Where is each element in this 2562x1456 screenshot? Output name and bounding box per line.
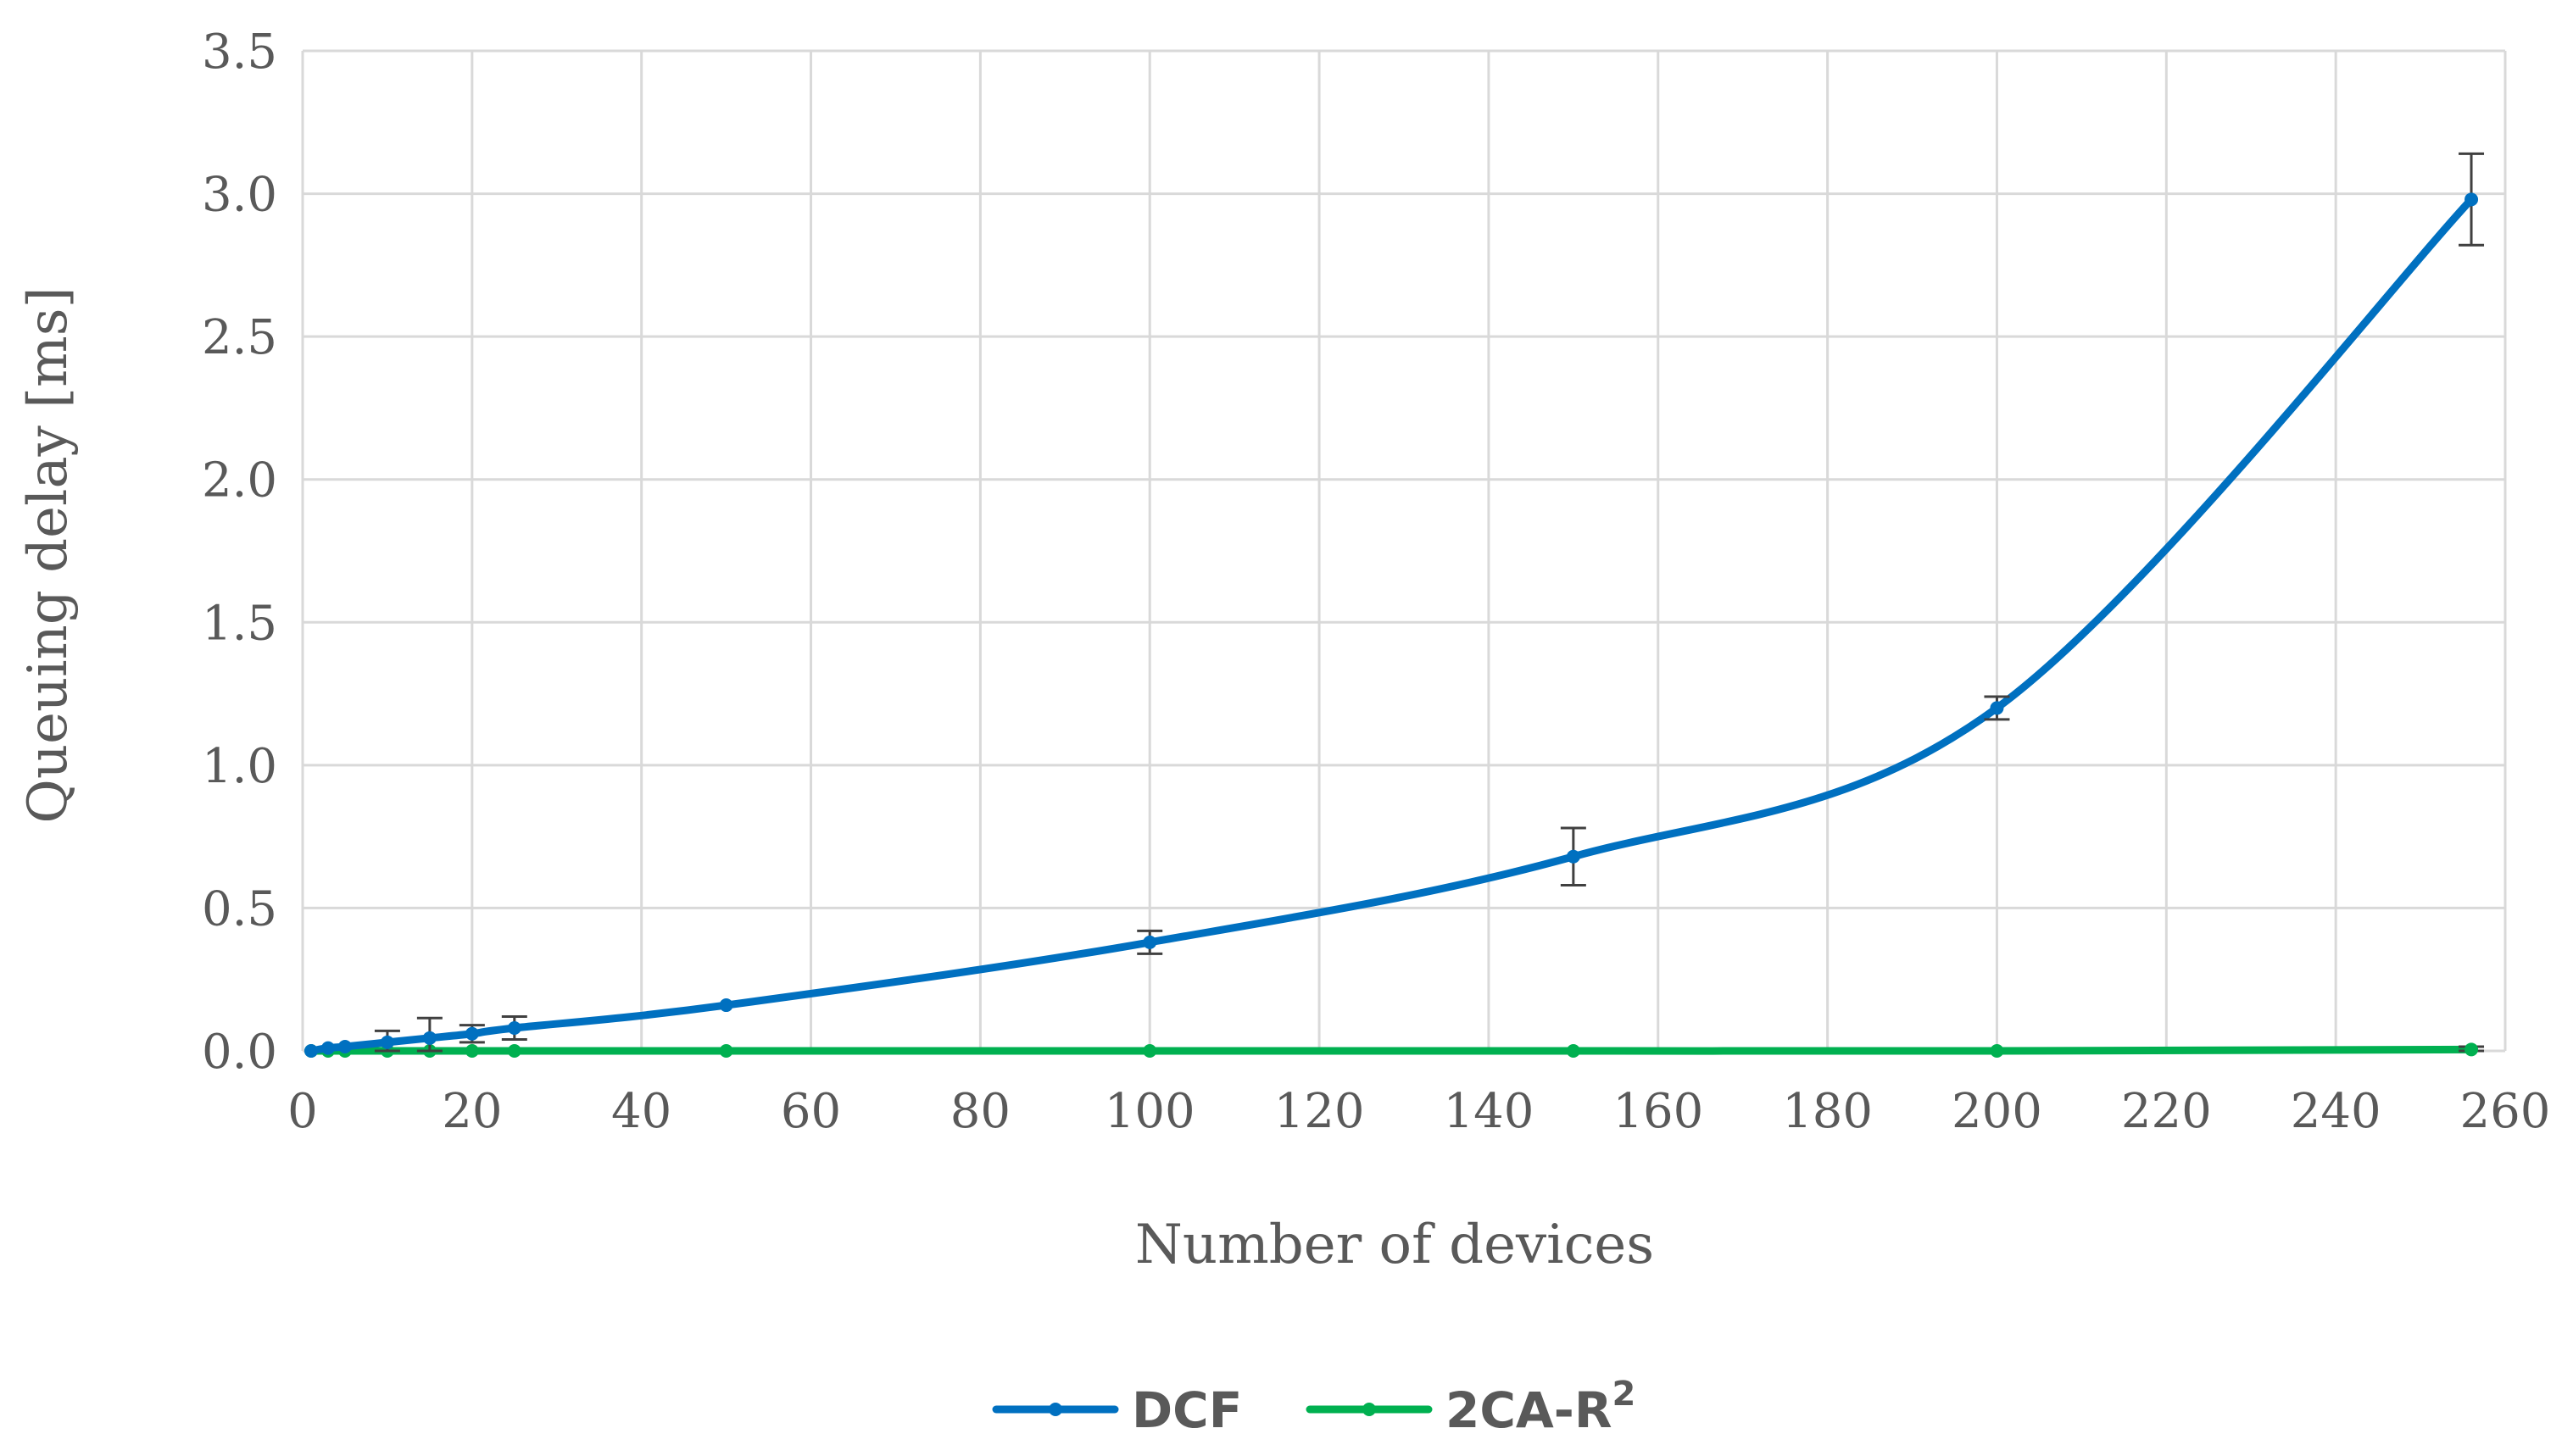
x-tick-label: 160 bbox=[1612, 1084, 1703, 1139]
grid-lines bbox=[301, 49, 2507, 1053]
x-tick-label: 100 bbox=[1105, 1084, 1195, 1139]
legend-label: 2CA-R2 bbox=[1445, 1375, 1635, 1439]
y-tick-label: 2.5 bbox=[202, 310, 277, 365]
x-tick-label: 240 bbox=[2291, 1084, 2381, 1139]
legend-label: DCF bbox=[1132, 1381, 1242, 1439]
y-tick-label: 0.5 bbox=[202, 881, 277, 936]
y-tick-label: 3.5 bbox=[202, 25, 277, 80]
plot-series bbox=[304, 152, 2485, 1058]
data-point bbox=[337, 1039, 352, 1053]
data-point bbox=[380, 1035, 394, 1049]
data-point bbox=[1566, 1044, 1580, 1058]
x-tick-label: 220 bbox=[2121, 1084, 2212, 1139]
data-point bbox=[719, 998, 733, 1013]
series-line bbox=[307, 1045, 2476, 1055]
data-point bbox=[422, 1031, 437, 1045]
x-tick-label: 60 bbox=[781, 1084, 841, 1139]
y-tick-label: 1.5 bbox=[202, 596, 277, 651]
x-tick-label: 80 bbox=[950, 1084, 1011, 1139]
y-tick-label: 3.0 bbox=[202, 168, 277, 223]
series-line bbox=[307, 195, 2476, 1055]
x-tick-label: 140 bbox=[1443, 1084, 1534, 1139]
x-tick-label: 40 bbox=[611, 1084, 671, 1139]
data-point bbox=[465, 1044, 479, 1058]
x-tick-label: 200 bbox=[1952, 1084, 2042, 1139]
data-point bbox=[1143, 935, 1157, 949]
x-tick-label: 0 bbox=[287, 1084, 318, 1139]
data-point bbox=[304, 1044, 318, 1058]
y-tick-label: 1.0 bbox=[202, 739, 277, 794]
y-tick-label: 0.0 bbox=[202, 1025, 277, 1080]
y-tick-label: 2.0 bbox=[202, 453, 277, 508]
data-point bbox=[465, 1026, 479, 1041]
x-axis-title: Number of devices bbox=[1135, 1214, 1654, 1276]
legend-marker bbox=[1049, 1403, 1062, 1416]
series-2ca-r2 bbox=[304, 1042, 2485, 1058]
data-point bbox=[507, 1044, 521, 1058]
data-point bbox=[507, 1021, 521, 1036]
data-point bbox=[1990, 701, 2004, 715]
x-axis-ticks: 0 20 40 60 80 100 120 140 160 180 200 220 240 260 bbox=[287, 1084, 2550, 1139]
data-point bbox=[2465, 192, 2479, 207]
legend-item-2ca-r2: 2CA-R2 bbox=[1306, 1375, 1635, 1439]
x-tick-label: 260 bbox=[2460, 1084, 2551, 1139]
data-point bbox=[1566, 849, 1580, 864]
legend-item-dcf: DCF bbox=[992, 1381, 1242, 1439]
data-point bbox=[719, 1044, 733, 1058]
x-tick-label: 20 bbox=[442, 1084, 502, 1139]
y-axis-title: Queuing delay [ms] bbox=[17, 286, 80, 823]
x-tick-label: 180 bbox=[1782, 1084, 1873, 1139]
y-axis-ticks: 0.0 0.5 1.0 1.5 2.0 2.5 3.0 3.5 bbox=[202, 25, 277, 1080]
legend: DCF 2CA-R2 bbox=[992, 1375, 1635, 1439]
data-point bbox=[1990, 1044, 2004, 1058]
data-point bbox=[1143, 1044, 1157, 1058]
legend-marker bbox=[1362, 1403, 1376, 1416]
x-tick-label: 120 bbox=[1274, 1084, 1365, 1139]
data-point bbox=[320, 1041, 335, 1055]
data-point bbox=[2465, 1042, 2479, 1057]
series-dcf bbox=[304, 152, 2485, 1058]
